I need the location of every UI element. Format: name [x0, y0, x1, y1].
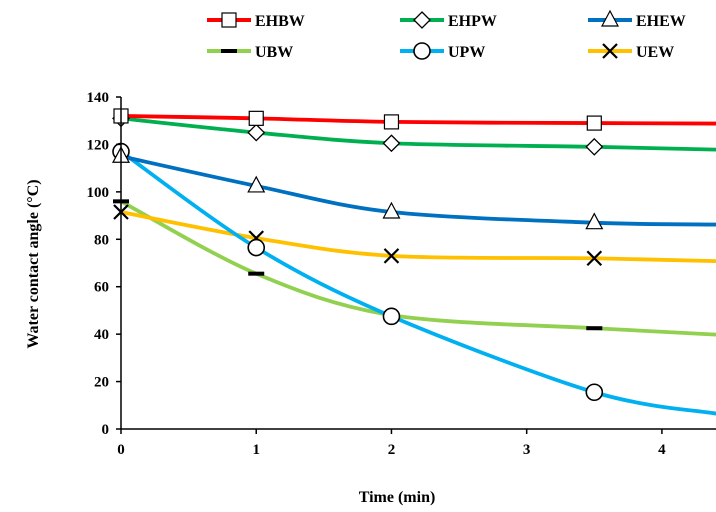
legend-label: UEW — [636, 44, 674, 61]
series-line-ehew — [119, 154, 716, 227]
y-tick-label: 40 — [94, 327, 109, 343]
series-uew — [119, 210, 716, 264]
x-tick-label: 2 — [388, 442, 396, 458]
legend-marker — [221, 49, 237, 53]
axes — [120, 97, 716, 430]
x-axis-title: Time (min) — [359, 489, 436, 506]
y-tick-label: 0 — [102, 422, 110, 438]
legend-item-ehew: EHEW — [588, 9, 686, 30]
series-line-ehbw — [119, 114, 716, 126]
series-upw — [119, 149, 716, 416]
series-line-ubw — [119, 199, 716, 337]
data-point-ubw — [586, 326, 603, 331]
legend-label: EHEW — [636, 13, 686, 30]
data-point-upw — [382, 307, 401, 326]
series-line-upw — [119, 149, 716, 416]
series-line-uew — [119, 210, 716, 264]
legend-label: UBW — [255, 44, 293, 61]
data-point-ehew — [585, 212, 604, 230]
legend-marker — [413, 11, 431, 29]
data-point-ehbw — [586, 115, 602, 131]
data-point-uew — [586, 250, 603, 267]
legend: EHBW EHPW EHEW UBW UPW UEW — [207, 9, 686, 61]
data-point-ehew — [382, 201, 401, 219]
y-tick-label: 80 — [94, 232, 109, 248]
legend-item-ubw: UBW — [207, 44, 293, 61]
data-point-uew — [383, 248, 400, 264]
legend-label: EHPW — [448, 13, 497, 30]
series-ehew — [119, 154, 716, 227]
data-point-upw — [585, 383, 604, 402]
x-tick-label: 4 — [658, 442, 666, 458]
y-tick-label: 140 — [87, 90, 110, 106]
data-point-ehbw — [383, 114, 400, 130]
legend-item-ehpw: EHPW — [400, 11, 497, 30]
x-tick-label: 3 — [523, 442, 531, 458]
series-ehbw — [119, 114, 716, 126]
legend-marker — [413, 42, 431, 60]
series-ubw — [119, 199, 716, 337]
y-tick-label: 100 — [87, 185, 110, 201]
legend-marker — [602, 43, 618, 59]
markers-upw — [112, 142, 604, 402]
data-point-ehew — [247, 175, 266, 193]
data-point-ehpw — [585, 137, 604, 156]
legend-marker — [221, 12, 237, 28]
data-point-ubw — [248, 271, 265, 276]
markers-ehew — [112, 146, 604, 230]
plot-series — [112, 108, 716, 416]
y-axis-title: Water contact angle (°C) — [25, 179, 42, 348]
data-point-ehpw — [247, 123, 266, 142]
data-point-upw — [247, 238, 266, 257]
x-tick-label: 0 — [117, 442, 125, 458]
legend-item-upw: UPW — [400, 42, 485, 61]
y-tick-label: 120 — [87, 137, 110, 153]
legend-marker — [601, 9, 619, 27]
y-tick-label: 20 — [94, 375, 109, 391]
ticks: 0 20 40 60 80 100 120 140 0 1 2 3 4 — [87, 90, 667, 458]
data-point-ehpw — [382, 134, 401, 153]
data-point-ehbw — [248, 110, 264, 126]
y-tick-label: 60 — [94, 280, 109, 296]
legend-item-ehbw: EHBW — [207, 12, 305, 30]
legend-item-uew: UEW — [588, 43, 674, 61]
legend-label: EHBW — [255, 13, 305, 30]
x-tick-label: 1 — [252, 442, 260, 458]
legend-label: UPW — [448, 44, 485, 61]
